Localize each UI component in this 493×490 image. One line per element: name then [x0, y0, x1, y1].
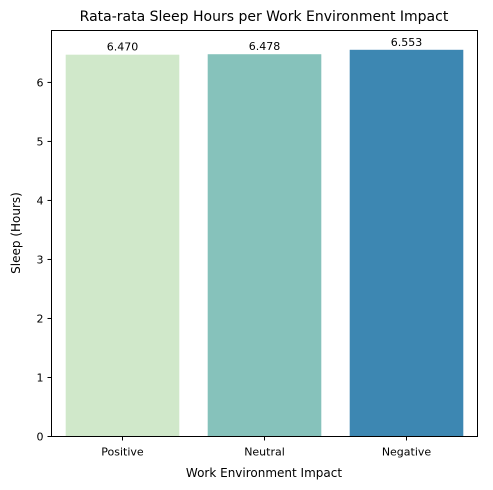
bars-group [66, 50, 464, 437]
y-tick-label: 1 [37, 371, 44, 384]
x-tick-label-negative: Negative [382, 446, 432, 459]
y-tick-label: 3 [37, 253, 44, 266]
bar-neutral [208, 54, 322, 436]
x-tick-label-positive: Positive [101, 446, 144, 459]
y-axis: 0 1 2 3 4 5 6 [37, 76, 52, 443]
x-axis-label: Work Environment Impact [186, 466, 342, 480]
value-label-positive: 6.470 [107, 41, 139, 54]
y-axis-label: Sleep (Hours) [9, 192, 23, 274]
y-tick-label: 5 [37, 135, 44, 148]
value-label-negative: 6.553 [391, 36, 423, 49]
chart-title: Rata-rata Sleep Hours per Work Environme… [80, 9, 449, 25]
x-axis: Positive Neutral Negative [101, 437, 431, 459]
bar-positive [66, 55, 180, 437]
y-tick-label: 0 [37, 431, 44, 444]
x-tick-label-neutral: Neutral [244, 446, 285, 459]
bar-negative [350, 50, 464, 437]
y-tick-label: 6 [37, 76, 44, 89]
y-tick-label: 4 [37, 194, 44, 207]
y-tick-label: 2 [37, 312, 44, 325]
value-label-neutral: 6.478 [249, 40, 281, 53]
